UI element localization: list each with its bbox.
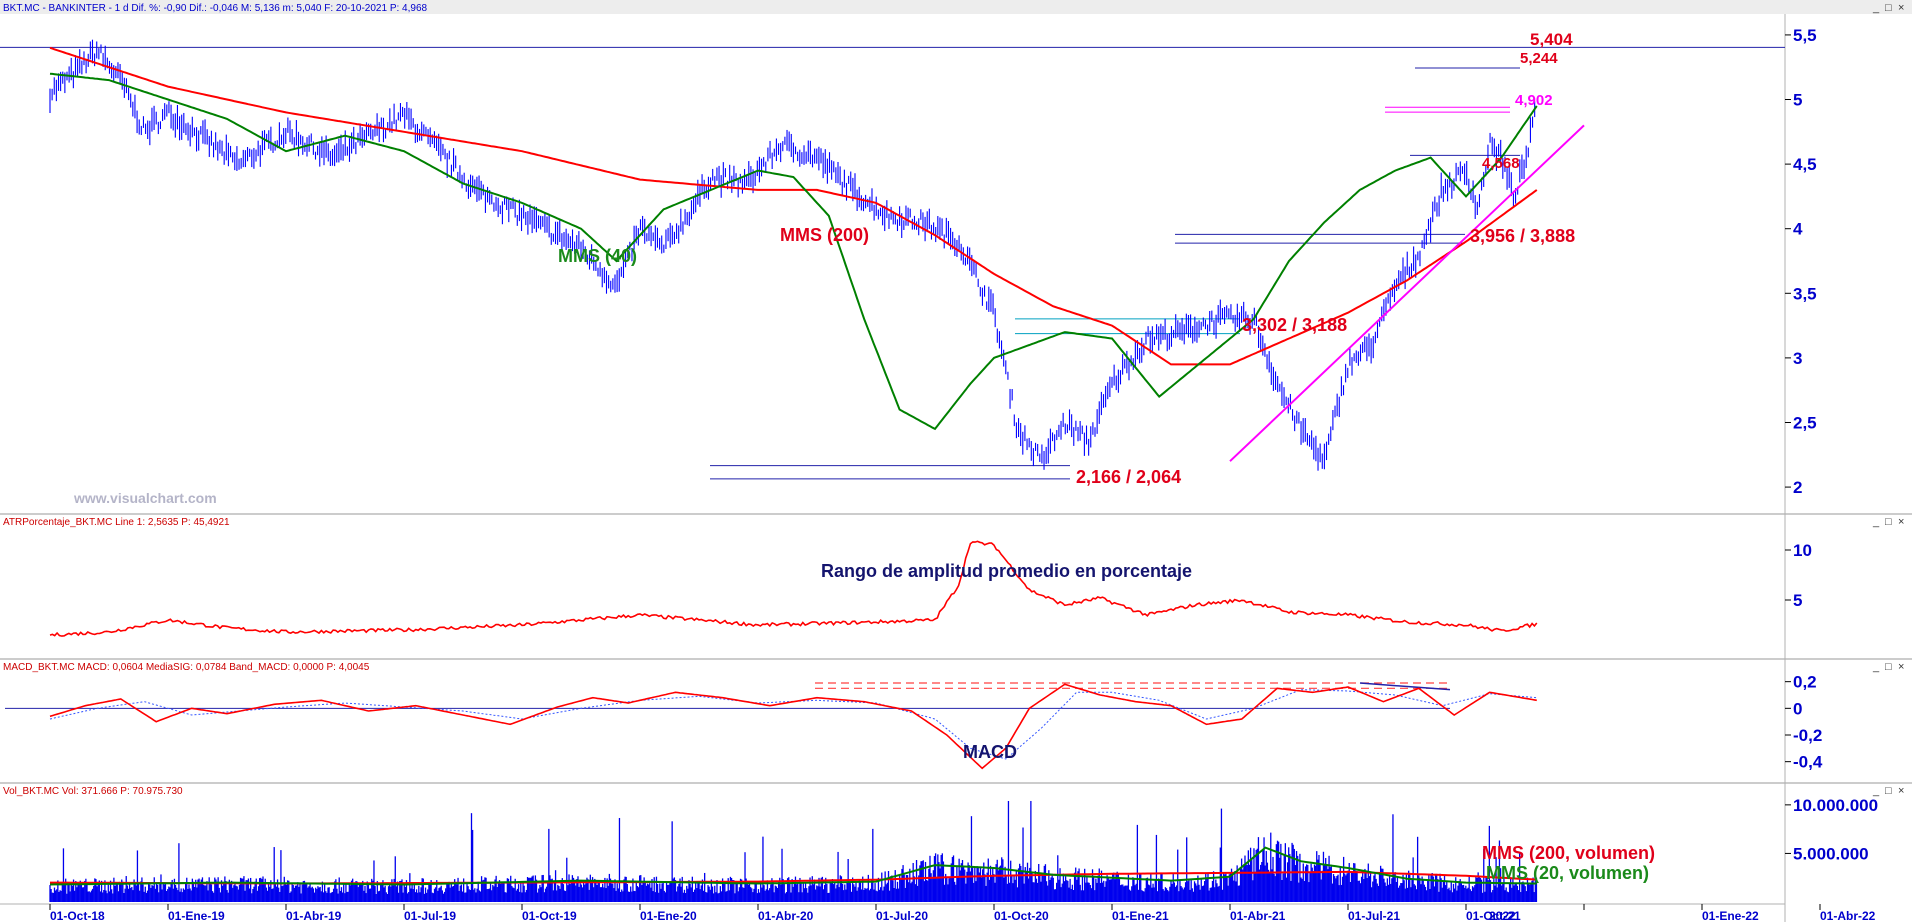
- maximize-button[interactable]: □: [1885, 661, 1892, 673]
- y-tick-label: 3: [1793, 349, 1802, 368]
- y-tick-label: 2: [1793, 478, 1802, 497]
- price-bars: [49, 39, 1536, 471]
- y-tick-label: 2,5: [1793, 413, 1817, 432]
- volume-header: Vol_BKT.MC Vol: 371.666 P: 70.975.730: [3, 786, 183, 797]
- x-tick-label: 01-Ene-22: [1702, 909, 1759, 922]
- y-tick-label: 5: [1793, 591, 1802, 610]
- atr-header: ATRPorcentaje_BKT.MC Line 1: 2,5635 P: 4…: [3, 517, 230, 528]
- volume-bars: [49, 800, 1538, 902]
- x-tick-label: 01-Abr-20: [758, 909, 814, 922]
- level-3956-label: 3,956 / 3,888: [1470, 226, 1575, 246]
- macd-header-bar: [0, 660, 1912, 673]
- minimize-button[interactable]: _: [1872, 661, 1880, 673]
- x-tick-label: 01-Abr-22: [1820, 909, 1876, 922]
- macd-signal-line: [49, 689, 1537, 760]
- watermark: www.visualchart.com: [73, 490, 217, 506]
- macd-annotation: MACD: [963, 742, 1017, 762]
- trendline: [1229, 124, 1585, 462]
- atr-annotation: Rango de amplitud promedio en porcentaje: [821, 561, 1192, 581]
- maximize-button[interactable]: □: [1885, 516, 1892, 528]
- price-window-controls: _ □ ×: [1872, 2, 1904, 14]
- mms40-line: [49, 72, 1538, 431]
- y-tick-label: 4: [1793, 220, 1803, 239]
- level-3302-label: 3,302 / 3,188: [1242, 315, 1347, 335]
- vol-mms20-line: [49, 846, 1537, 886]
- x-tick-label: 01-Jul-20: [876, 909, 928, 922]
- minimize-button[interactable]: _: [1872, 785, 1880, 797]
- volume-window-controls: _ □ ×: [1872, 785, 1904, 797]
- x-tick-label: 01-Oct-21: [1466, 909, 1521, 922]
- x-tick-label: 01-Ene-20: [640, 909, 697, 922]
- level-4902-label: 4,902: [1515, 92, 1553, 109]
- macd-divergence-line: [1359, 682, 1451, 691]
- y-tick-label: 0,2: [1793, 673, 1817, 692]
- x-tick-label: 01-Jul-19: [404, 909, 456, 922]
- x-tick-label: 01-Oct-18: [50, 909, 105, 922]
- macd-line: [49, 683, 1537, 770]
- close-button[interactable]: ×: [1898, 661, 1904, 673]
- x-tick-label: 01-Abr-19: [286, 909, 342, 922]
- macd-window-controls: _ □ ×: [1872, 661, 1904, 673]
- close-button[interactable]: ×: [1898, 2, 1904, 14]
- level-5244-label: 5,244: [1520, 50, 1558, 67]
- atr-header-bar: [0, 515, 1912, 528]
- macd-header: MACD_BKT.MC MACD: 0,0604 MediaSIG: 0,078…: [3, 662, 370, 673]
- y-tick-label: 5: [1793, 91, 1802, 110]
- y-tick-label: 4,5: [1793, 155, 1817, 174]
- close-button[interactable]: ×: [1898, 785, 1904, 797]
- x-tick-label: 01-Ene-21: [1112, 909, 1169, 922]
- mms40-label: MMS (40): [558, 246, 637, 266]
- atr-plot: [49, 540, 1538, 637]
- minimize-button[interactable]: _: [1872, 2, 1880, 14]
- volume-plot: [49, 800, 1538, 902]
- vol-mms200-label: MMS (200, volumen): [1482, 843, 1655, 863]
- x-tick-label: 2022: [1489, 909, 1516, 922]
- minimize-button[interactable]: _: [1872, 516, 1880, 528]
- y-tick-label: -0,2: [1793, 726, 1822, 745]
- level-2166-label: 2,166 / 2,064: [1076, 467, 1181, 487]
- vol-mms20-label: MMS (20, volumen): [1486, 863, 1649, 883]
- mms200-line: [49, 46, 1538, 366]
- x-tick-label: 01-Jul-21: [1348, 909, 1400, 922]
- y-tick-label: -0,4: [1793, 753, 1823, 772]
- maximize-button[interactable]: □: [1885, 2, 1892, 14]
- y-tick-label: 5,5: [1793, 26, 1817, 45]
- x-tick-label: 01-Oct-20: [994, 909, 1049, 922]
- y-tick-label: 10.000.000: [1793, 796, 1878, 815]
- price-header-bar: [0, 0, 1912, 14]
- level-4568-label: 4,568: [1482, 155, 1520, 172]
- x-tick-label: 01-Oct-19: [522, 909, 577, 922]
- mms200-label: MMS (200): [780, 225, 869, 245]
- volume-header-bar: [0, 784, 1912, 797]
- level-5404-label: 5,404: [1530, 30, 1573, 49]
- price-header: BKT.MC - BANKINTER - 1 d Dif. %: -0,90 D…: [3, 3, 428, 14]
- macd-plot: [5, 682, 1537, 770]
- axes: 2 2,5 3 3,5 4 4,5 5 5,5 5 10 -0,4 -0,2 0 0,2 5.000.000…: [49, 26, 1878, 922]
- y-tick-label: 3,5: [1793, 284, 1817, 303]
- y-tick-label: 10: [1793, 541, 1812, 560]
- atr-window-controls: _ □ ×: [1872, 516, 1904, 528]
- atr-line: [49, 540, 1538, 637]
- x-tick-label: 01-Abr-21: [1230, 909, 1286, 922]
- y-tick-label: 0: [1793, 699, 1802, 718]
- x-tick-label: 01-Ene-19: [168, 909, 225, 922]
- maximize-button[interactable]: □: [1885, 785, 1892, 797]
- close-button[interactable]: ×: [1898, 516, 1904, 528]
- price-plot: [0, 39, 1785, 480]
- y-tick-label: 5.000.000: [1793, 844, 1869, 863]
